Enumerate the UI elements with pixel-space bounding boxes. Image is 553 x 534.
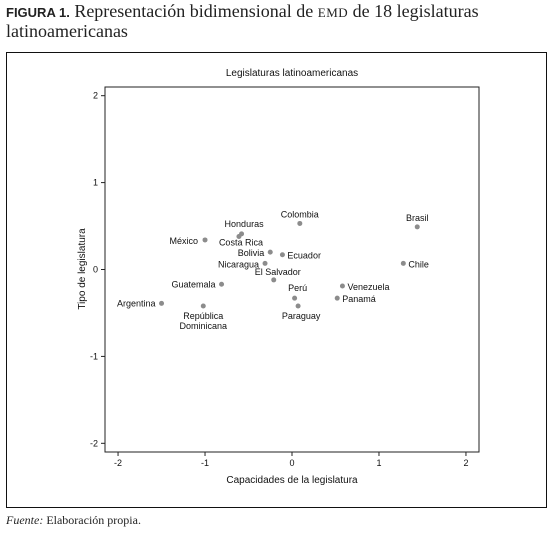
y-tick-label: -2 [90, 438, 98, 448]
data-point [267, 249, 273, 255]
y-axis: -2 -1 0 1 2 [90, 91, 105, 448]
x-axis: -2 -1 0 1 2 [114, 452, 468, 468]
x-tick-label: 2 [463, 458, 468, 468]
point-label: Chile [408, 259, 429, 269]
data-points: Colombia Brasil Honduras Costa Rica México Bo… [117, 209, 429, 331]
figure-label: FIGURA 1. [6, 5, 70, 20]
point-label: Costa Rica [219, 237, 263, 247]
caption-abbr: EMD [317, 5, 349, 20]
point-label: Bolivia [238, 248, 265, 258]
point-label: Perú [288, 283, 307, 293]
figure-frame [6, 52, 547, 508]
point-label: Brasil [406, 213, 429, 223]
point-label: El Salvador [255, 267, 301, 277]
x-tick-label: 1 [376, 458, 381, 468]
x-tick-label: -2 [114, 458, 122, 468]
point-label: Honduras [225, 219, 265, 229]
y-tick-label: 1 [93, 178, 98, 188]
data-point [202, 237, 208, 243]
data-point [219, 281, 225, 287]
point-label: Argentina [117, 298, 156, 308]
figure-source: Fuente: Elaboración propia. [6, 513, 141, 528]
y-tick-label: 0 [93, 265, 98, 275]
point-label: Colombia [281, 209, 319, 219]
point-label: Guatemala [172, 279, 216, 289]
x-tick-label: 0 [289, 458, 294, 468]
data-point [200, 303, 206, 309]
point-label: Venezuela [347, 282, 389, 292]
chart-title: Legislaturas latinoamericanas [226, 68, 358, 79]
source-label: Fuente: [6, 513, 44, 527]
point-label: Ecuador [287, 251, 321, 261]
data-point [414, 224, 420, 230]
caption-text-after: de 18 legislaturas latinoamericanas [6, 1, 479, 41]
point-label: México [170, 236, 199, 246]
x-tick-label: -1 [201, 458, 209, 468]
point-label: Paraguay [282, 311, 321, 321]
data-point [292, 295, 298, 301]
data-point [236, 233, 242, 239]
x-axis-label: Capacidades de la legislatura [226, 475, 358, 486]
point-label: Nicaragua [218, 259, 259, 269]
data-point [159, 300, 165, 306]
y-axis-label: Tipo de legislatura [77, 228, 88, 310]
data-point [271, 277, 277, 283]
data-point [400, 260, 406, 266]
y-tick-label: 2 [93, 91, 98, 101]
caption-text-before: Representación bidimensional de [74, 1, 314, 21]
figure-caption: FIGURA 1. Representación bidimensional d… [6, 2, 546, 41]
y-tick-label: -1 [90, 351, 98, 361]
point-label: Panamá [342, 294, 376, 304]
data-point [297, 220, 303, 226]
point-label: República Dominicana [180, 311, 228, 331]
data-point [334, 295, 340, 301]
data-point [279, 252, 285, 258]
data-point [295, 303, 301, 309]
data-point [339, 283, 345, 289]
source-text: Elaboración propia. [46, 513, 141, 527]
data-point [262, 260, 268, 266]
